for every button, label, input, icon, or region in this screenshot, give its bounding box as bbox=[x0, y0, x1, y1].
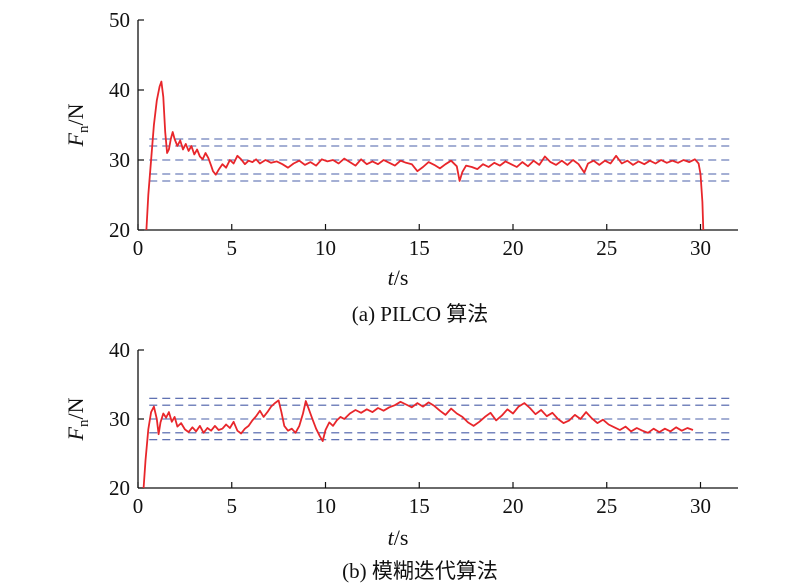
x-tick-label: 15 bbox=[409, 236, 430, 260]
y-tick-label: 30 bbox=[109, 407, 130, 431]
x-tick-label: 20 bbox=[503, 236, 524, 260]
chart-caption: (a) PILCO 算法 bbox=[352, 302, 488, 326]
y-axis-title: Fn/N bbox=[63, 103, 92, 147]
chart-caption: (b) 模糊迭代算法 bbox=[342, 559, 498, 583]
x-tick-label: 10 bbox=[315, 494, 336, 518]
y-tick-label: 20 bbox=[109, 218, 130, 242]
x-tick-label: 25 bbox=[596, 494, 617, 518]
x-tick-label: 20 bbox=[503, 494, 524, 518]
x-tick-label: 15 bbox=[409, 494, 430, 518]
y-tick-label: 20 bbox=[109, 476, 130, 500]
y-axis-title: Fn/N bbox=[63, 397, 92, 441]
y-tick-label: 40 bbox=[109, 338, 130, 362]
series-line bbox=[145, 80, 705, 231]
x-tick-label: 5 bbox=[227, 236, 238, 260]
y-tick-label: 30 bbox=[109, 148, 130, 172]
x-tick-label: 5 bbox=[227, 494, 238, 518]
x-tick-label: 30 bbox=[690, 494, 711, 518]
x-axis-title: t/s bbox=[388, 525, 409, 550]
x-tick-label: 0 bbox=[133, 236, 144, 260]
y-tick-label: 40 bbox=[109, 78, 130, 102]
x-tick-label: 25 bbox=[596, 236, 617, 260]
series-line bbox=[142, 399, 694, 489]
x-tick-label: 10 bbox=[315, 236, 336, 260]
x-tick-label: 30 bbox=[690, 236, 711, 260]
y-tick-label: 50 bbox=[109, 8, 130, 32]
x-tick-label: 0 bbox=[133, 494, 144, 518]
x-axis-title: t/s bbox=[388, 265, 409, 290]
